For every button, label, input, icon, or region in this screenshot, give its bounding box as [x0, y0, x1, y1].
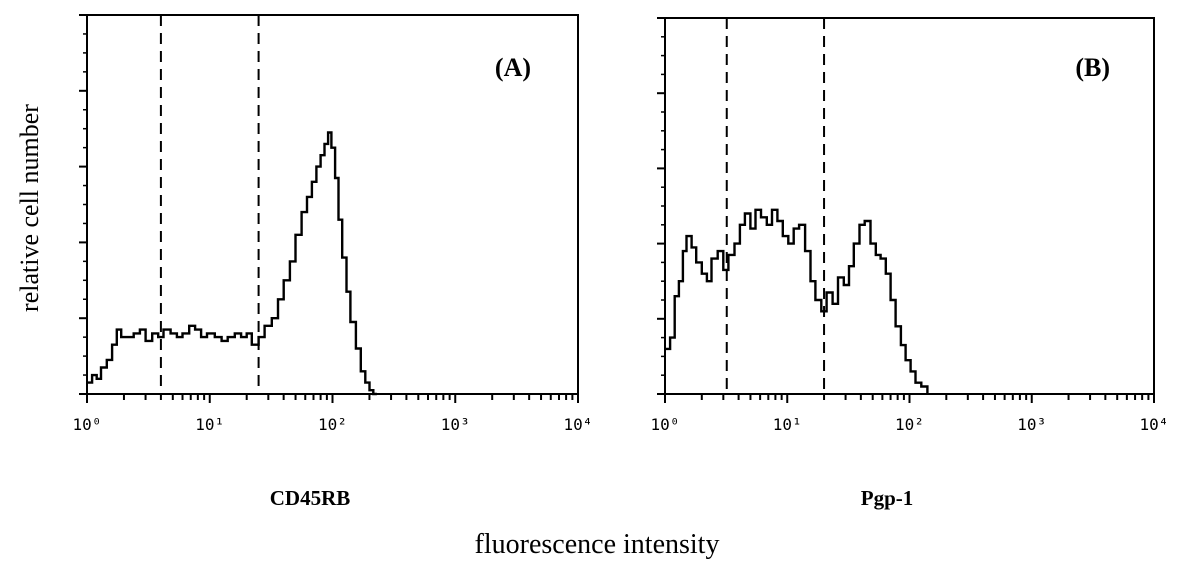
x-tick-label: 10⁰ — [651, 415, 680, 434]
panel-b: (B) 10⁰ 10¹ 10² 10³ 10⁴ Pgp-1 — [651, 17, 1169, 510]
x-tick-label: 10³ — [1017, 415, 1046, 434]
panel-b-histogram — [665, 208, 929, 394]
panel-b-marker-label: Pgp-1 — [861, 486, 914, 510]
x-axis-label: fluorescence intensity — [475, 529, 720, 560]
panel-a-gate-lines — [159, 15, 260, 394]
x-tick-label: 10² — [895, 415, 924, 434]
panel-a-tick-labels: 10⁰ 10¹ 10² 10³ 10⁴ — [73, 415, 593, 434]
panel-a-y-ticks — [79, 14, 87, 395]
panel-a-ticks — [86, 394, 579, 403]
panel-a-histogram — [87, 131, 377, 396]
panel-b-tick-labels: 10⁰ 10¹ 10² 10³ 10⁴ — [651, 415, 1169, 434]
panel-b-gate-lines — [725, 18, 826, 394]
x-tick-label: 10² — [318, 415, 347, 434]
panel-a: (A) 10⁰ 10¹ 10² 10³ 10⁴ CD45RB — [73, 14, 593, 510]
panel-a-marker-label: CD45RB — [270, 486, 351, 510]
x-tick-label: 10⁴ — [1140, 415, 1169, 434]
y-axis-label: relative cell number — [15, 104, 44, 312]
panel-a-label: (A) — [495, 53, 531, 82]
x-tick-label: 10¹ — [195, 415, 224, 434]
x-tick-label: 10⁰ — [73, 415, 102, 434]
panel-b-ticks — [664, 394, 1155, 403]
x-tick-label: 10³ — [441, 415, 470, 434]
x-tick-label: 10⁴ — [564, 415, 593, 434]
x-tick-label: 10¹ — [773, 415, 802, 434]
panel-b-label: (B) — [1075, 53, 1110, 82]
panel-b-y-ticks — [657, 17, 665, 395]
